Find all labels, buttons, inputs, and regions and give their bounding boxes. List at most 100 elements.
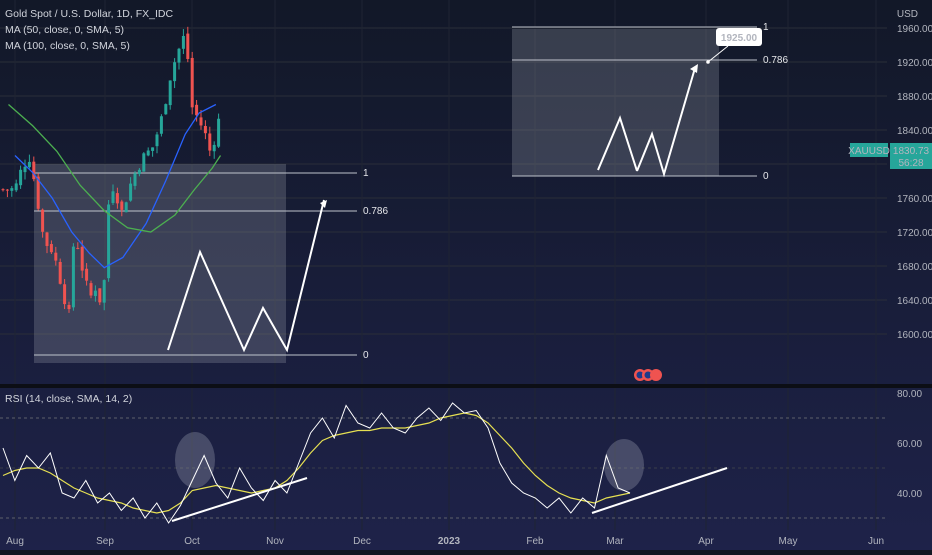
fib-box-right — [512, 29, 719, 176]
candles — [1, 26, 221, 313]
event-flag-inner-icon — [644, 371, 652, 379]
candle-down — [98, 288, 102, 303]
candle-down — [195, 104, 199, 116]
candle-up — [10, 188, 14, 191]
rsi-tick-label: 40.00 — [897, 489, 922, 500]
time-tick-label: Sep — [96, 536, 114, 547]
candle-down — [89, 283, 93, 296]
candle-up — [177, 48, 181, 63]
chart-title: Gold Spot / U.S. Dollar, 1D, FX_IDC — [5, 8, 174, 20]
price-tick-label: 1640.00 — [897, 296, 932, 307]
ma50-line — [14, 103, 217, 269]
event-flag-inner-icon — [636, 371, 644, 379]
time-tick-label: Jun — [868, 536, 884, 547]
candle-up — [19, 169, 23, 186]
pane-separator — [0, 384, 932, 388]
time-tick-label: May — [779, 536, 798, 547]
time-tick-label: Dec — [353, 536, 371, 547]
candle-up — [102, 280, 106, 303]
candle-up — [137, 169, 141, 175]
time-tick-label: Oct — [184, 536, 200, 547]
price-tick-label: 1840.00 — [897, 126, 932, 137]
candle-down — [85, 268, 89, 281]
price-tick-label: 1960.00 — [897, 24, 932, 35]
price-tick-label: 1600.00 — [897, 330, 932, 341]
candle-down — [58, 261, 62, 284]
fib-right-0786-label: 0.786 — [763, 55, 788, 66]
candle-up — [111, 191, 115, 203]
candle-up — [212, 144, 216, 152]
ticker-symbol-box — [850, 143, 888, 157]
candle-down — [208, 133, 212, 151]
candle-up — [93, 290, 97, 297]
ticker-tag — [850, 143, 932, 169]
fib-left-1-label: 1 — [363, 168, 369, 179]
candle-down — [203, 126, 207, 134]
ma100-legend: MA (100, close, 0, SMA, 5) — [5, 40, 130, 52]
candle-down — [32, 161, 36, 180]
fib-right-0-label: 0 — [763, 171, 769, 182]
price-tick-label: 1760.00 — [897, 194, 932, 205]
drawing-wave-right-b — [636, 67, 696, 178]
candle-up — [107, 204, 111, 279]
ma50-legend: MA (50, close, 0, SMA, 5) — [5, 24, 125, 36]
candle-down — [41, 209, 45, 232]
drawing-arrowhead-right — [690, 64, 698, 73]
time-tick-label: Mar — [606, 536, 624, 547]
candle-up — [168, 80, 172, 106]
fib-right-1-label: 1 — [763, 22, 769, 33]
ticker-price-box — [890, 143, 932, 169]
price-tick-label: 1880.00 — [897, 92, 932, 103]
price-tick-label: 1680.00 — [897, 262, 932, 273]
rsi-trendline-left — [171, 477, 308, 522]
candle-down — [199, 117, 203, 126]
fib-left-0786-label: 0.786 — [363, 206, 388, 217]
candle-down — [190, 57, 194, 108]
time-tick-label: Nov — [266, 536, 284, 547]
time-tick-label: Apr — [698, 536, 714, 547]
ticker-symbol: XAUUSD — [848, 146, 890, 157]
candle-down — [49, 244, 53, 253]
ma100-line — [8, 104, 222, 233]
drawing-wave-left — [167, 199, 325, 353]
drawing-wave-right-a — [597, 115, 638, 172]
candle-up — [146, 150, 150, 156]
candle-down — [54, 252, 58, 261]
candle-down — [120, 201, 124, 210]
candle-down — [186, 33, 190, 59]
candle-up — [173, 62, 177, 82]
candle-up — [124, 202, 128, 213]
candle-up — [14, 183, 18, 191]
candle-down — [80, 246, 84, 271]
candle-up — [151, 147, 155, 151]
rsi-legend: RSI (14, close, SMA, 14, 2) — [5, 393, 133, 405]
candle-down — [76, 247, 80, 249]
candle-up — [217, 118, 221, 147]
rsi-highlight-left — [175, 432, 215, 488]
candle-up — [164, 104, 168, 115]
candle-up — [159, 116, 163, 134]
target-pointer — [707, 45, 729, 63]
candle-up — [181, 35, 185, 49]
drawing-arrowhead-left — [320, 200, 327, 208]
candle-up — [23, 166, 27, 173]
candle-down — [63, 284, 67, 305]
price-tick-label: 1920.00 — [897, 58, 932, 69]
target-anchor — [706, 60, 710, 64]
candle-down — [36, 176, 40, 209]
price-tick-label: 1720.00 — [897, 228, 932, 239]
rsi-tick-label: 60.00 — [897, 439, 922, 450]
currency-label: USD — [896, 9, 918, 20]
candle-up — [155, 134, 159, 147]
candle-up — [27, 161, 31, 168]
time-tick-label: Feb — [526, 536, 544, 547]
fib-left-0-label: 0 — [363, 350, 369, 361]
rsi-tick-label: 80.00 — [897, 389, 922, 400]
candle-down — [115, 193, 119, 204]
time-tick-label: Aug — [6, 536, 24, 547]
candle-up — [71, 246, 75, 308]
ticker-countdown: 56:28 — [898, 158, 923, 169]
ticker-price: 1830.73 — [893, 146, 930, 157]
